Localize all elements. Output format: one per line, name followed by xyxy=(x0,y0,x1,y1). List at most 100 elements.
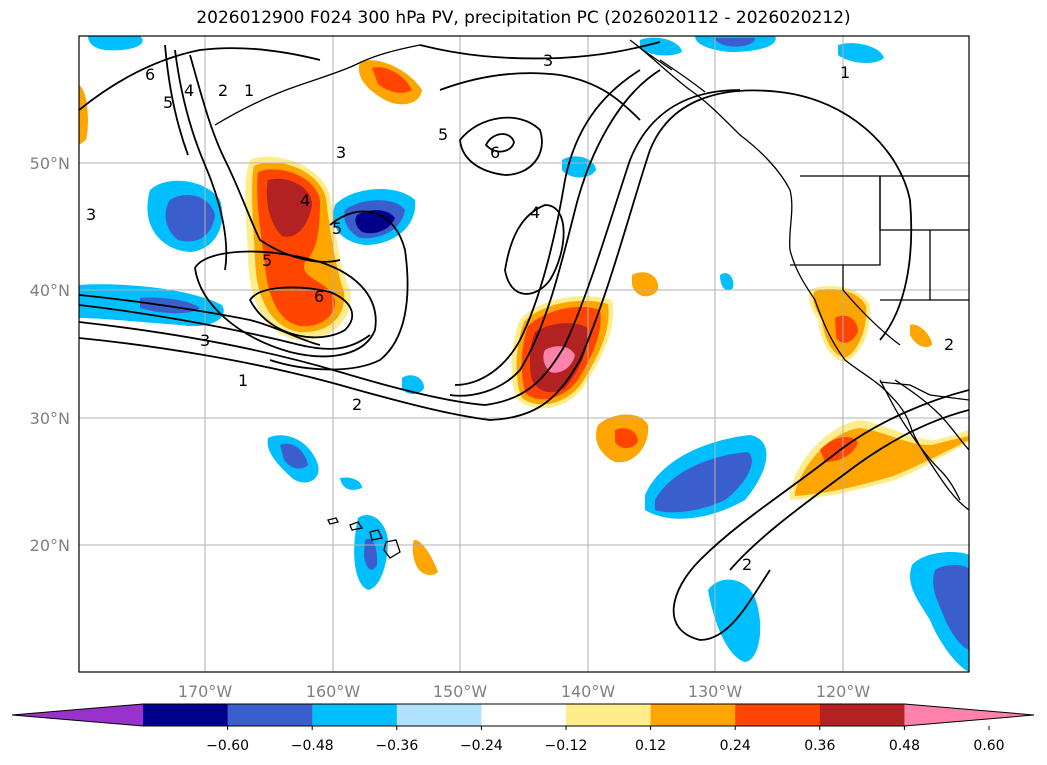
colorbar-tick-label: 0.12 xyxy=(635,738,666,754)
coast-gulf-calif xyxy=(894,379,969,451)
neg-anomaly-160w-core xyxy=(355,210,395,234)
contour-label-2-far-west: 2 xyxy=(218,81,228,100)
contour-label-1-far-west: 1 xyxy=(244,81,254,100)
coast-alaska-2 xyxy=(354,44,421,66)
neg-anomaly-small-4 xyxy=(720,273,734,291)
border-interior xyxy=(879,176,969,301)
pv-contour-west-ring xyxy=(79,47,321,111)
pv-contour-loop-4 xyxy=(269,210,409,371)
colorbar-tick-label: 0.48 xyxy=(889,738,920,754)
neg-anomaly-hawaii-n-core xyxy=(280,443,308,469)
coast-north-america xyxy=(629,39,969,511)
map-frame xyxy=(78,35,970,673)
contour-label-3-north: 3 xyxy=(543,51,553,70)
colorbar-ticks: −0.60 −0.48 −0.36 −0.24 −0.12 0.12 0.24 0.36 0.4… xyxy=(206,726,1005,754)
colorbar-swatch xyxy=(735,704,821,726)
island-hawaii-3 xyxy=(369,529,383,541)
pv-contour-4 xyxy=(79,69,641,386)
colorbar-tick-label: 0.60 xyxy=(973,738,1004,754)
contour-label-5-north: 5 xyxy=(438,125,448,144)
colorbar-tick-label: −0.60 xyxy=(206,738,249,754)
neg-anomaly-small-2 xyxy=(340,477,362,490)
pos-anomaly-north-1-core xyxy=(372,67,412,93)
contour-label-6-west: 6 xyxy=(145,65,155,84)
contour-label-5: 5 xyxy=(262,251,272,270)
colorbar-tick-label: −0.12 xyxy=(545,738,588,754)
neg-anomaly-north-4 xyxy=(838,43,884,64)
contour-label-4: 4 xyxy=(530,203,540,222)
lon-label-120w: 120°W xyxy=(816,682,871,701)
pos-anomaly-small-3 xyxy=(412,539,438,576)
pv-contour-west-4 xyxy=(174,49,228,271)
pv-contour-2 xyxy=(79,89,741,406)
colorbar-swatch xyxy=(650,704,736,726)
lat-label-50n: 50°N xyxy=(30,154,70,173)
lon-label-170w: 170°W xyxy=(178,682,233,701)
colorbar-tick-label: −0.36 xyxy=(375,738,418,754)
lon-label-130w: 130°W xyxy=(688,682,743,701)
border-ca-nv xyxy=(842,265,901,346)
neg-anomaly-north-3-core xyxy=(715,38,755,47)
contour-label-5-west: 5 xyxy=(332,219,342,238)
precip-shading xyxy=(79,36,969,672)
pv-contour-east-2 xyxy=(672,389,969,641)
pv-contour-west-6 xyxy=(164,44,189,156)
neg-anomaly-north-2 xyxy=(640,37,682,56)
pos-anomaly-160w-core xyxy=(266,178,312,237)
coastlines xyxy=(214,39,969,559)
colorbar xyxy=(11,703,1035,727)
pv-contour-east-3 xyxy=(729,409,969,571)
colorbar-swatch xyxy=(566,704,652,726)
lon-label-160w: 160°W xyxy=(306,682,361,701)
pv-contour-1 xyxy=(79,89,913,421)
colorbar-swatch xyxy=(396,704,482,726)
pv-contour-5 xyxy=(459,116,543,176)
contour-label-6: 6 xyxy=(314,287,324,306)
island-hawaii-1 xyxy=(327,517,339,525)
contour-label-6-north: 6 xyxy=(490,143,500,162)
neg-anomaly-hawaii-core xyxy=(364,538,378,570)
coast-alaska-1 xyxy=(214,64,356,126)
pos-anomaly-calif-core xyxy=(835,315,858,343)
pos-anomaly-west-edge xyxy=(79,85,88,145)
contour-label-2: 2 xyxy=(352,395,362,414)
pv-contour-6 xyxy=(484,133,515,153)
colorbar-swatch xyxy=(227,704,313,726)
contour-label-3-west: 3 xyxy=(336,143,346,162)
neg-anomaly-north-1 xyxy=(88,36,143,51)
lon-label-150w: 150°W xyxy=(433,682,488,701)
contour-label-5-far-west: 5 xyxy=(163,93,173,112)
pv-contour-3b xyxy=(419,41,661,60)
neg-anomaly-west-1-core xyxy=(165,195,215,242)
contour-label-3-edge: 3 xyxy=(86,205,96,224)
lat-label-30n: 30°N xyxy=(30,409,70,428)
pv-contour-loop-6 xyxy=(248,286,354,339)
border-us-mexico xyxy=(879,381,969,401)
colorbar-tick-label: 0.24 xyxy=(720,738,751,754)
colorbar-swatch xyxy=(819,704,905,726)
colorbar-outline xyxy=(11,703,1035,727)
colorbar-swatch xyxy=(481,704,567,726)
contour-label-4-far-west: 4 xyxy=(184,81,194,100)
neg-anomaly-subtrop-core xyxy=(655,452,752,513)
lon-label-140w: 140°W xyxy=(561,682,616,701)
pv-contour-arc-north xyxy=(439,72,641,121)
pv-contour-4b xyxy=(504,204,565,295)
colorbar-swatch xyxy=(312,704,398,726)
lat-label-40n: 40°N xyxy=(30,281,70,300)
pos-anomaly-small-4 xyxy=(910,324,932,347)
neg-anomaly-se-core xyxy=(933,565,969,650)
contour-label-3: 3 xyxy=(200,331,210,350)
coast-islands xyxy=(639,47,706,93)
pv-contour-3 xyxy=(79,69,661,397)
map-title: 2026012900 F024 300 hPa PV, precipitatio… xyxy=(196,8,851,28)
island-hawaii-2 xyxy=(349,521,364,531)
coast-baja xyxy=(879,379,961,501)
contour-label-4-west: 4 xyxy=(300,191,310,210)
contour-labels: 1 2 3 4 5 6 5 6 3 3 4 5 2 2 1 6 5 4 2 1 … xyxy=(86,51,954,574)
colorbar-tick-label: 0.36 xyxy=(804,738,835,754)
colorbar-tick-label: −0.48 xyxy=(291,738,334,754)
colorbar-extend-high xyxy=(904,704,1034,726)
neg-anomaly-small-1 xyxy=(402,375,424,394)
